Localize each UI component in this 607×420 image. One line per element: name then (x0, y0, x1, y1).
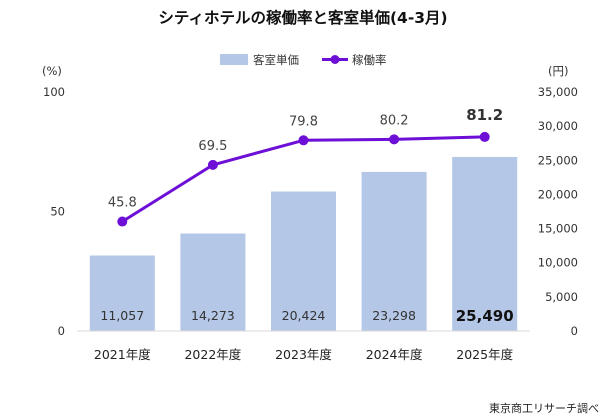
right-tick-label: 25,000 (538, 153, 578, 167)
category-axis: 2021年度 2022年度 2023年度 2024年度 2025年度 (94, 347, 514, 362)
bar-value-label: 14,273 (191, 308, 235, 323)
bar-value-label: 23,298 (372, 308, 416, 323)
right-tick-label: 30,000 (538, 119, 578, 133)
left-axis: 0 50 100 (43, 85, 65, 338)
line-point (298, 135, 309, 146)
category-label: 2024年度 (366, 347, 423, 362)
left-tick-label: 100 (43, 85, 65, 99)
category-label: 2021年度 (94, 347, 151, 362)
bar-value-label: 25,490 (456, 307, 514, 325)
bar (271, 191, 336, 331)
line-value-label: 81.2 (466, 106, 503, 124)
bar (180, 233, 246, 331)
line-value-label: 80.2 (380, 113, 409, 128)
right-tick-label: 15,000 (538, 222, 578, 236)
right-axis-unit: (円) (548, 64, 568, 78)
legend-swatch-bar (220, 54, 248, 65)
line-point (479, 131, 490, 142)
right-tick-label: 35,000 (538, 85, 578, 99)
category-label: 2025年度 (456, 347, 513, 362)
right-tick-label: 5,000 (545, 290, 578, 304)
line-series (117, 131, 490, 227)
line-value-label: 45.8 (108, 196, 137, 211)
line-value-labels: 45.8 69.5 79.8 80.2 81.2 (108, 106, 503, 211)
right-tick-label: 10,000 (538, 256, 578, 270)
bar-value-label: 11,057 (100, 308, 144, 323)
right-tick-label: 0 (571, 324, 578, 338)
chart-title: シティホテルの稼働率と客室単価(4-3月) (158, 8, 447, 27)
left-axis-unit: (%) (42, 64, 62, 78)
source-note: 東京商工リサーチ調べ (489, 401, 599, 415)
legend-swatch-marker (330, 55, 340, 64)
right-axis: 0 5,000 10,000 15,000 20,000 25,000 30,000 35,0… (538, 85, 578, 338)
bar (89, 255, 155, 331)
category-label: 2022年度 (184, 347, 241, 362)
category-label: 2023年度 (275, 347, 332, 362)
bar (452, 156, 518, 331)
legend-label-line: 稼働率 (352, 53, 387, 67)
line-point (117, 216, 128, 227)
left-tick-label: 0 (58, 324, 65, 338)
bar-series (89, 156, 518, 331)
bar (361, 171, 427, 331)
legend-label-bar: 客室単価 (253, 53, 299, 67)
right-tick-label: 20,000 (538, 187, 578, 201)
legend: 客室単価 稼働率 (220, 53, 387, 67)
bar-value-labels: 11,057 14,273 20,424 23,298 25,490 (100, 307, 513, 325)
line-point (207, 159, 218, 170)
left-tick-label: 50 (50, 205, 65, 219)
bar-value-label: 20,424 (282, 308, 326, 323)
line-value-label: 79.8 (289, 114, 318, 129)
line-point (389, 134, 400, 145)
line-value-label: 69.5 (198, 139, 227, 154)
